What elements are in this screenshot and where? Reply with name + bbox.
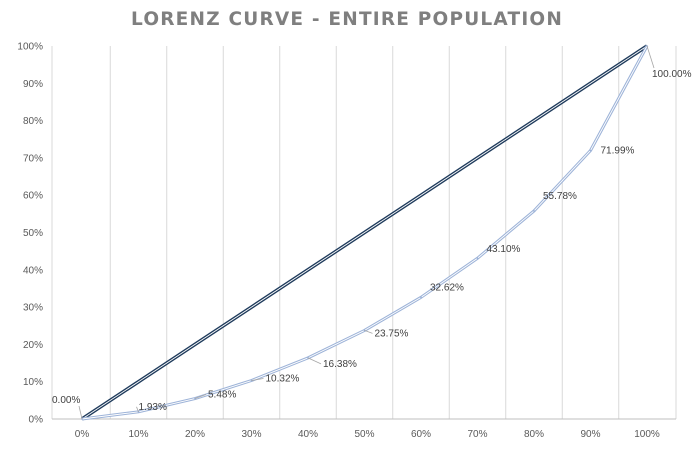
data-label: 10.32%	[266, 374, 300, 385]
x-tick-label: 40%	[298, 429, 318, 440]
leader-line	[78, 405, 83, 420]
leader-line	[136, 406, 139, 412]
x-tick-label: 60%	[411, 429, 431, 440]
x-tick-label: 100%	[634, 429, 660, 440]
y-tick-label: 50%	[23, 228, 43, 239]
data-label: 1.93%	[139, 402, 167, 413]
lorenz-point	[533, 210, 535, 212]
y-tick-label: 0%	[29, 415, 44, 426]
chart-title: LORENZ CURVE - ENTIRE POPULATION	[130, 9, 564, 30]
x-tick-label: 90%	[580, 429, 600, 440]
grid	[51, 46, 677, 419]
y-tick-label: 80%	[23, 116, 43, 127]
data-label: 32.62%	[430, 282, 464, 293]
lorenz-point	[420, 296, 422, 299]
y-tick-label: 10%	[23, 377, 43, 388]
data-label: 0.00%	[52, 395, 80, 406]
leader-line	[194, 394, 207, 399]
y-tick-label: 90%	[23, 79, 43, 90]
data-label: 55.78%	[543, 191, 577, 202]
series	[81, 44, 649, 421]
x-tick-label: 10%	[128, 429, 148, 440]
x-tick-label: 0%	[75, 429, 90, 440]
leader-line	[251, 378, 264, 381]
data-labels: 0.00% 1.93% 5.48% 10.32% 16.38% 23.75% 32.62% 4…	[52, 45, 692, 420]
data-label: 23.75%	[375, 328, 409, 339]
y-tick-label: 30%	[23, 303, 43, 314]
data-label: 43.10%	[487, 244, 521, 255]
x-tick-label: 50%	[354, 429, 374, 440]
x-tick-label: 80%	[524, 429, 544, 440]
lorenz-point	[589, 149, 592, 152]
data-label: 100.00%	[652, 69, 692, 80]
x-tick-label: 30%	[241, 429, 261, 440]
equality-line-highlight	[81, 45, 648, 420]
x-tick-label: 20%	[185, 429, 205, 440]
x-tick-label: 70%	[467, 429, 487, 440]
leader-line	[646, 45, 655, 69]
y-tick-label: 70%	[23, 153, 43, 164]
y-tick-label: 60%	[23, 191, 43, 202]
leader-line	[307, 357, 322, 365]
data-label: 5.48%	[208, 390, 236, 401]
data-label: 16.38%	[323, 359, 357, 370]
leader-line	[364, 330, 373, 334]
y-tick-label: 100%	[17, 42, 43, 53]
data-label: 71.99%	[601, 145, 635, 156]
axes: 0% 10% 20% 30% 40% 50% 60% 70% 80% 90% 100% 0% 10% 20…	[17, 42, 676, 440]
y-tick-label: 40%	[23, 265, 43, 276]
y-tick-label: 20%	[23, 340, 43, 351]
lorenz-point	[476, 257, 479, 260]
